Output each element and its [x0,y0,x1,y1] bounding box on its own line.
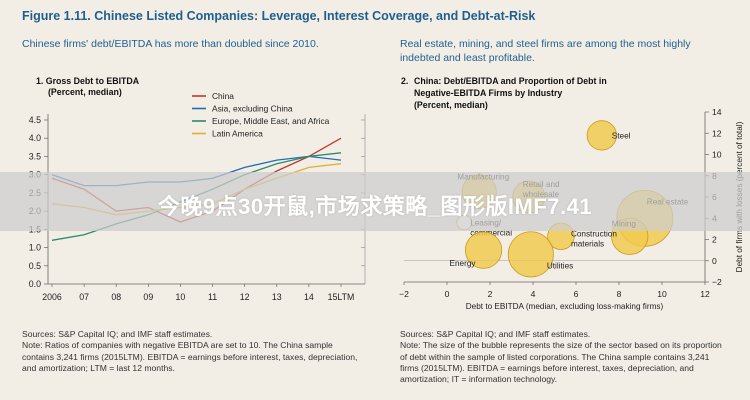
chart2-xtick-label: 2 [488,289,493,299]
chart2-bubble-label: commercial [470,229,512,238]
chart1-ytick-label: 1.0 [29,243,41,253]
chart2-bubble [586,120,617,151]
chart1-subtitle: (Percent, median) [48,87,122,97]
left-panel-notes: Sources: S&P Capital IQ; and IMF staff e… [22,329,367,374]
chart2-xtick-label: 0 [445,289,450,299]
chart1-legend-label: Latin America [212,129,263,139]
chart2-ytick-label: 0 [712,256,717,266]
overlay-banner [0,172,750,231]
chart2-xlabel: Debt to EBITDA (median, excluding loss-m… [466,302,664,311]
chart1-ytick-label: 0.0 [29,279,41,289]
right-panel-subtitle: Real estate, mining, and steel firms are… [400,38,691,64]
chart1-xtick-label: 15LTM [328,292,355,302]
chart1-ytick-label: 3.5 [29,151,41,161]
chart1-title: 1. Gross Debt to EBITDA [36,76,140,86]
chart1-legend-label: Asia, excluding China [212,104,293,114]
figure-title: Figure 1.11. Chinese Listed Companies: L… [22,9,536,23]
chart2-ytick-label: 2 [712,235,717,245]
chart2-bubble-label: Energy [450,259,477,268]
right-sources: Sources: S&P Capital IQ; and IMF staff e… [400,329,591,339]
chart2-title-line2: Negative-EBITDA Firms by Industry [414,88,562,98]
chart2-ytick-label: 14 [712,107,722,117]
chart2-bubble-label: materials [571,239,604,248]
chart2-xtick-label: 10 [657,289,667,299]
chart1-xtick-label: 2006 [42,292,62,302]
chart2-subtitle: (Percent, median) [414,100,488,110]
chart2-ytick-label: 10 [712,150,722,160]
chart2-bubble [464,231,503,269]
chart1-xtick-label: 14 [304,292,314,302]
chart1-xtick-label: 13 [272,292,282,302]
left-note: Note: Ratios of companies with negative … [22,340,358,374]
chart1-ytick-label: 4.5 [29,115,41,125]
chart1-ytick-label: 0.5 [29,261,41,271]
chart2-xtick-label: 12 [700,289,710,299]
chart1-legend-label: China [212,91,234,101]
chart1-xtick-label: 10 [176,292,186,302]
chart2-bubble-label: Construction [571,229,617,238]
chart1-legend-label: Europe, Middle East, and Africa [212,116,330,126]
chart2-bubble-label: Steel [612,131,631,140]
chart2-title-line1: China: Debt/EBITDA and Proportion of Deb… [414,76,607,86]
right-panel-notes: Sources: S&P Capital IQ; and IMF staff e… [400,329,730,386]
chart1-xtick-label: 12 [240,292,250,302]
chart1-xtick-label: 08 [111,292,121,302]
chart1-xtick-label: 11 [208,292,217,302]
overlay-banner-text: 今晚9点30开鼠,市场求策略_图形版IMF7.41 [157,194,593,219]
chart2-xtick-label: 6 [574,289,579,299]
chart2-xtick-label: 4 [531,289,536,299]
right-note: Note: The size of the bubble represents … [400,340,722,385]
chart1-xtick-label: 09 [143,292,153,302]
left-sources: Sources: S&P Capital IQ; and IMF staff e… [22,329,213,339]
chart1-ytick-label: 4.0 [29,133,41,143]
chart2-ytick-label: −2 [712,277,722,287]
chart2-xtick-label: −2 [399,289,409,299]
chart1-xtick-label: 07 [79,292,89,302]
chart2-bubble [507,231,554,278]
chart2-title-number: 2. [401,76,408,86]
chart2-xtick-label: 8 [617,289,622,299]
left-panel-subtitle: Chinese firms' debt/EBITDA has more than… [22,38,319,50]
chart2-ytick-label: 12 [712,128,722,138]
chart2-bubble-label: Utilities [547,261,573,270]
